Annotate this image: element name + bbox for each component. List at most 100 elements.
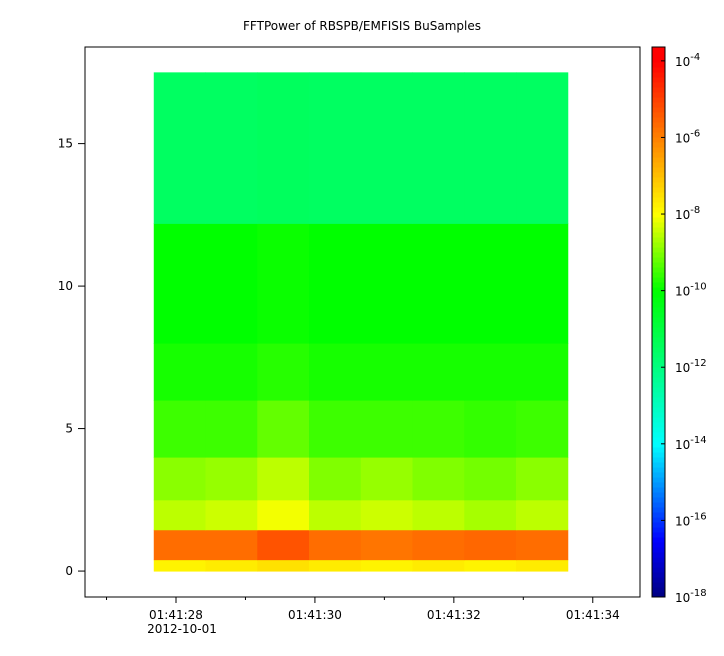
colorbar-segment (652, 402, 665, 408)
colorbar-segment (652, 487, 665, 493)
colorbar-segment (652, 47, 665, 53)
heatmap-cell (360, 559, 414, 572)
heatmap-cell (516, 72, 569, 224)
colorbar-segment (652, 422, 665, 428)
colorbar-segment (652, 72, 665, 78)
colorbar-segment (652, 362, 665, 368)
colorbar-segment (652, 522, 665, 528)
colorbar-segment (652, 127, 665, 133)
colorbar-segment (652, 542, 665, 548)
colorbar-segment (652, 332, 665, 338)
colorbar-segment (652, 107, 665, 113)
colorbar-segment (652, 382, 665, 388)
colorbar-tick-label: 10-14 (675, 435, 707, 452)
heatmap-cell (412, 343, 465, 401)
colorbar-segment (652, 507, 665, 513)
heatmap-cell (516, 400, 569, 458)
colorbar-segment (652, 582, 665, 588)
colorbar-tick-label: 10-4 (675, 52, 700, 69)
heatmap-cell (464, 72, 517, 224)
colorbar-segment (652, 202, 665, 208)
colorbar-frame (651, 46, 666, 598)
colorbar-segment (652, 57, 665, 63)
colorbar-segment (652, 212, 665, 218)
colorbar-segment (652, 477, 665, 483)
x-tick-label: 01:41:32 (427, 608, 481, 622)
colorbar-segment (652, 137, 665, 143)
colorbar-tick-label: 10-12 (675, 358, 707, 375)
colorbar-segment (652, 52, 665, 58)
heatmap-cell (516, 529, 569, 561)
y-tick-label: 5 (65, 422, 73, 436)
colorbar-segment (652, 172, 665, 178)
colorbar-segment (652, 87, 665, 93)
colorbar-segment (652, 217, 665, 223)
colorbar-tick-label: 10-16 (675, 511, 707, 528)
colorbar-segment (652, 117, 665, 123)
colorbar-segment (652, 352, 665, 358)
heatmap-cell (309, 343, 362, 401)
colorbar-segment (652, 122, 665, 128)
heatmap-cell (205, 400, 258, 458)
colorbar-segment (652, 457, 665, 463)
heatmap-cell (205, 72, 258, 224)
colorbar-segment (652, 207, 665, 213)
colorbar-segment (652, 547, 665, 553)
colorbar-segment (652, 62, 665, 68)
colorbar-segment (652, 132, 665, 138)
colorbar-segment (652, 347, 665, 353)
colorbar-segment (652, 342, 665, 348)
colorbar-segment (652, 392, 665, 398)
colorbar-segment (652, 577, 665, 583)
colorbar-segment (652, 232, 665, 238)
heatmap-cell (205, 529, 258, 561)
heatmap-cell (257, 223, 310, 344)
colorbar-segment (652, 462, 665, 468)
colorbar-segment (652, 407, 665, 413)
heatmap-cell (153, 223, 207, 344)
colorbar-segment (652, 322, 665, 328)
heatmap-cell (153, 529, 207, 561)
colorbar-segment (652, 272, 665, 278)
heatmap-cell (360, 529, 414, 561)
colorbar-segment (652, 297, 665, 303)
colorbar-segment (652, 307, 665, 313)
colorbar-segment (652, 292, 665, 298)
colorbar-segment (652, 452, 665, 458)
heatmap-cell (257, 529, 310, 561)
colorbar-segment (652, 282, 665, 288)
colorbar-segment (652, 417, 665, 423)
colorbar-segment (652, 277, 665, 283)
colorbar-segment (652, 302, 665, 308)
colorbar-segment (652, 357, 665, 363)
colorbar-segment (652, 537, 665, 543)
colorbar-segment (652, 317, 665, 323)
colorbar-segment (652, 367, 665, 373)
heatmap-cell (412, 559, 465, 572)
heatmap-cell (464, 529, 517, 561)
colorbar-segment (652, 197, 665, 203)
colorbar-segment (652, 502, 665, 508)
colorbar-segment (652, 247, 665, 253)
colorbar-segment (652, 242, 665, 248)
heatmap-cell (153, 499, 207, 531)
x-tick-label: 01:41:28 (149, 608, 203, 622)
colorbar-segment (652, 177, 665, 183)
heatmap-cell (516, 499, 569, 531)
colorbar-segment (652, 262, 665, 268)
heatmap-cell (516, 559, 569, 572)
heatmap-cell (464, 400, 517, 458)
heatmap-cell (464, 457, 517, 501)
heatmap-cell (360, 499, 414, 531)
colorbar-segment (652, 77, 665, 83)
colorbar-segment (652, 147, 665, 153)
colorbar-segment (652, 427, 665, 433)
colorbar-segment (652, 387, 665, 393)
x-tick-label: 01:41:30 (288, 608, 342, 622)
heatmap-cell (360, 72, 414, 224)
colorbar-segment (652, 587, 665, 593)
colorbar-segment (652, 252, 665, 258)
colorbar-segment (652, 567, 665, 573)
heatmap-cell (360, 223, 414, 344)
colorbar-segment (652, 447, 665, 453)
